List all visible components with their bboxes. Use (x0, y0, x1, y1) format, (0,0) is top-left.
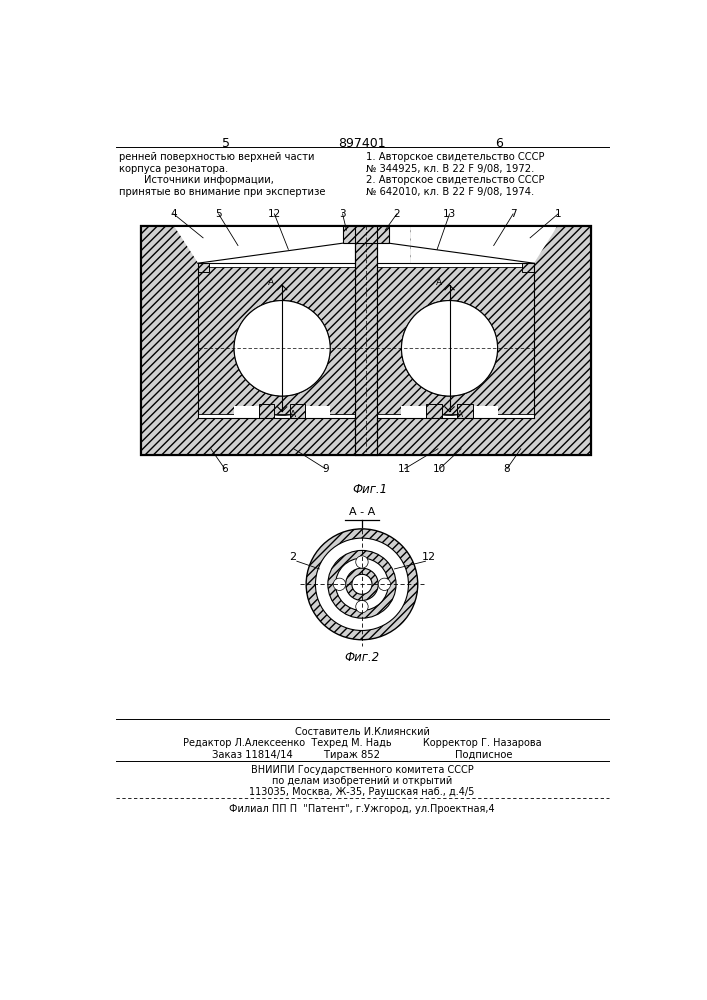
Text: 11: 11 (398, 464, 411, 474)
Polygon shape (234, 406, 259, 418)
Circle shape (315, 538, 409, 631)
Text: А - А: А - А (349, 507, 375, 517)
Text: 1. Авторское свидетельство СССР: 1. Авторское свидетельство СССР (366, 152, 544, 162)
Text: Заказ 11814/14          Тираж 852                        Подписное: Заказ 11814/14 Тираж 852 Подписное (211, 750, 512, 760)
Text: 2: 2 (394, 209, 400, 219)
Circle shape (402, 301, 498, 396)
Polygon shape (410, 226, 557, 263)
Circle shape (356, 600, 368, 613)
Polygon shape (198, 263, 209, 272)
Polygon shape (198, 267, 355, 414)
Text: ВНИИПИ Государственного комитета СССР: ВНИИПИ Государственного комитета СССР (250, 765, 473, 775)
Polygon shape (402, 406, 426, 418)
Polygon shape (377, 263, 534, 418)
Text: 2. Авторское свидетельство СССР: 2. Авторское свидетельство СССР (366, 175, 544, 185)
Text: 9: 9 (322, 464, 329, 474)
Text: № 344925, кл. В 22 F 9/08, 1972.: № 344925, кл. В 22 F 9/08, 1972. (366, 164, 534, 174)
Circle shape (234, 301, 330, 396)
Text: ренней поверхностью верхней части: ренней поверхностью верхней части (119, 152, 315, 162)
Circle shape (378, 578, 391, 590)
Circle shape (215, 281, 349, 415)
Polygon shape (321, 226, 410, 263)
Text: 4: 4 (170, 209, 177, 219)
Text: Филиал ПП П  "Патент", г.Ужгород, ул.Проектная,4: Филиал ПП П "Патент", г.Ужгород, ул.Прое… (229, 804, 495, 814)
Text: 6: 6 (221, 464, 228, 474)
Text: 897401: 897401 (338, 137, 386, 150)
Polygon shape (141, 226, 590, 455)
Text: 7: 7 (510, 209, 516, 219)
Text: 2: 2 (288, 552, 296, 562)
Text: Редактор Л.Алексеенко  Техред М. Надь          Корректор Г. Назарова: Редактор Л.Алексеенко Техред М. Надь Кор… (182, 738, 542, 748)
Polygon shape (259, 404, 274, 418)
Circle shape (356, 556, 368, 568)
Circle shape (234, 301, 330, 396)
Text: 10: 10 (433, 464, 446, 474)
Polygon shape (305, 406, 330, 418)
Circle shape (382, 281, 517, 415)
Text: А: А (457, 410, 463, 419)
Text: 13: 13 (443, 209, 456, 219)
Circle shape (346, 568, 378, 600)
Polygon shape (355, 226, 377, 455)
Circle shape (352, 574, 372, 594)
Polygon shape (290, 404, 305, 418)
Circle shape (328, 550, 396, 618)
Text: 12: 12 (268, 209, 281, 219)
Text: 1: 1 (555, 209, 561, 219)
Polygon shape (321, 226, 410, 263)
Text: № 642010, кл. В 22 F 9/08, 1974.: № 642010, кл. В 22 F 9/08, 1974. (366, 187, 534, 197)
Text: А: А (268, 278, 274, 287)
Text: 8: 8 (503, 464, 510, 474)
Text: 6: 6 (495, 137, 503, 150)
Circle shape (402, 301, 498, 396)
Text: Составитель И.Клиянский: Составитель И.Клиянский (295, 727, 429, 737)
Polygon shape (377, 267, 534, 414)
Polygon shape (343, 226, 389, 243)
Polygon shape (426, 404, 442, 418)
Polygon shape (198, 263, 355, 418)
Text: 113035, Москва, Ж-35, Раушская наб., д.4/5: 113035, Москва, Ж-35, Раушская наб., д.4… (250, 787, 474, 797)
Text: Фиг.2: Фиг.2 (344, 651, 380, 664)
Text: принятые во внимание при экспертизе: принятые во внимание при экспертизе (119, 187, 326, 197)
Text: 5: 5 (222, 137, 230, 150)
Polygon shape (175, 226, 321, 263)
Polygon shape (522, 263, 534, 272)
Text: 5: 5 (215, 209, 222, 219)
Circle shape (336, 558, 388, 610)
Text: корпуса резонатора.: корпуса резонатора. (119, 164, 228, 174)
Polygon shape (473, 406, 498, 418)
Text: Источники информации,: Источники информации, (119, 175, 274, 185)
Text: А: А (290, 410, 296, 419)
Text: 3: 3 (339, 209, 346, 219)
Text: 12: 12 (422, 552, 436, 562)
Polygon shape (457, 404, 473, 418)
Text: А: А (436, 278, 442, 287)
Text: Фиг.1: Фиг.1 (352, 483, 387, 496)
Circle shape (333, 578, 346, 590)
Text: по делам изобретений и открытий: по делам изобретений и открытий (271, 776, 452, 786)
Circle shape (306, 529, 418, 640)
Polygon shape (141, 226, 590, 455)
